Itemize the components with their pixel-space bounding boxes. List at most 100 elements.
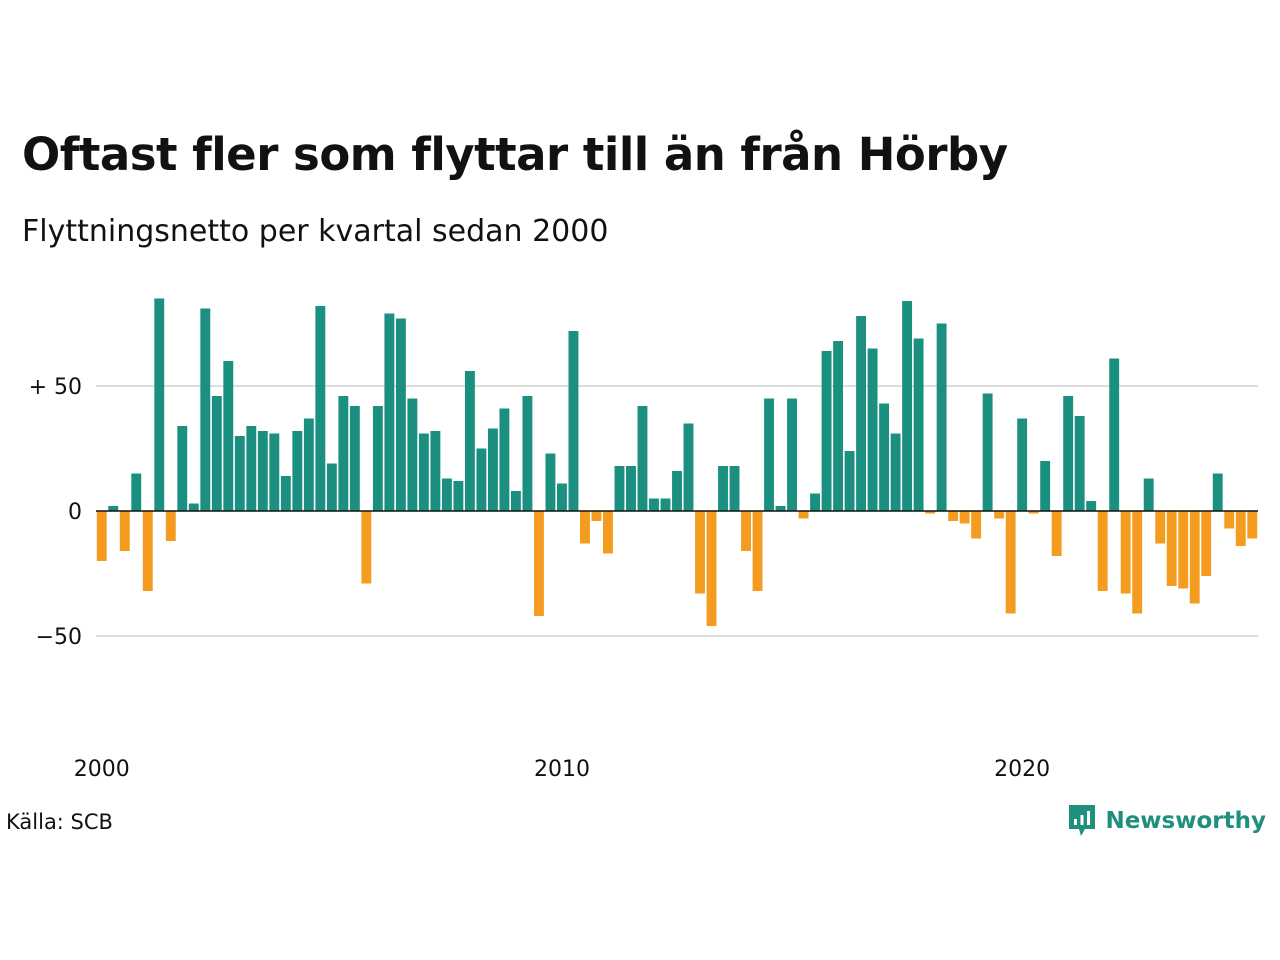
bar-2012-K4: [683, 423, 694, 511]
bar-2014-K3: [764, 398, 774, 511]
bar-2006-K1: [372, 406, 383, 511]
bar-2003-K2: [246, 426, 257, 511]
bar-2007-K1: [418, 433, 429, 511]
bar-2016-K2: [844, 451, 855, 511]
bar-2005-K1: [326, 463, 337, 511]
bar-chart: + 50 0 −50 2000 2010 2020: [29, 298, 1258, 782]
y-tick-label: 0: [68, 500, 82, 525]
bar-2020-K3: [1040, 461, 1051, 511]
bar-2004-K3: [303, 418, 314, 511]
bar-2002-K1: [188, 503, 199, 511]
bar-2022-K2: [1120, 511, 1131, 594]
bar-2022-K1: [1109, 358, 1120, 511]
bar-2000-K4: [131, 473, 142, 511]
gridlines: [96, 385, 1258, 637]
bar-2024-K2: [1212, 473, 1223, 511]
bar-2019-K3: [994, 511, 1005, 519]
bar-2024-K3: [1224, 511, 1235, 529]
bar-2017-K1: [879, 403, 890, 511]
brand-logo: Newsworthy: [1067, 803, 1266, 839]
bar-2003-K3: [257, 431, 268, 511]
bar-2014-K1: [741, 511, 751, 551]
bar-2012-K3: [672, 471, 682, 511]
bar-2004-K2: [292, 431, 303, 511]
bar-2007-K4: [453, 481, 464, 511]
bar-2011-K3: [626, 466, 636, 511]
bar-2001-K2: [154, 298, 165, 511]
bar-2018-K1: [925, 511, 936, 514]
bar-2017-K3: [902, 301, 913, 511]
axis-labels: + 50 0 −50 2000 2010 2020: [29, 375, 1258, 782]
bar-2000-K1: [96, 511, 107, 561]
bar-2004-K1: [280, 476, 291, 511]
bar-2009-K3: [533, 511, 544, 616]
bars: [96, 298, 1258, 626]
bar-2010-K1: [557, 483, 567, 511]
bar-2021-K4: [1097, 511, 1108, 591]
bar-2005-K2: [338, 396, 349, 511]
bar-2007-K2: [430, 431, 441, 511]
bar-2005-K4: [361, 511, 372, 584]
bar-2022-K4: [1143, 478, 1154, 511]
bar-2008-K3: [487, 428, 498, 511]
x-tick-label: 2000: [74, 757, 130, 782]
newsworthy-logo-icon: [1069, 805, 1096, 836]
bar-2021-K3: [1086, 501, 1097, 511]
y-tick-label: −50: [36, 625, 82, 650]
chart-title: Oftast fler som flyttar till än från Hör…: [22, 128, 1008, 181]
x-tick-label: 2010: [534, 757, 590, 782]
bar-2021-K2: [1074, 416, 1085, 511]
bar-2011-K1: [603, 511, 613, 554]
bar-2018-K4: [959, 511, 970, 524]
bar-2009-K4: [545, 453, 556, 511]
bar-2012-K2: [660, 498, 671, 511]
bar-2015-K3: [810, 493, 821, 511]
bar-2011-K2: [614, 466, 625, 511]
bar-2013-K3: [718, 466, 728, 511]
bar-2000-K2: [108, 506, 119, 511]
bar-2010-K3: [580, 511, 590, 544]
x-tick-label: 2020: [994, 757, 1050, 782]
bar-2023-K4: [1189, 511, 1200, 604]
bar-2009-K1: [510, 491, 521, 511]
bar-2002-K3: [211, 396, 222, 511]
bar-2008-K1: [464, 371, 475, 511]
bar-2013-K2: [706, 511, 717, 626]
bar-2022-K3: [1132, 511, 1143, 614]
bar-2001-K1: [142, 511, 153, 591]
bar-2000-K3: [119, 511, 130, 551]
bar-2008-K4: [499, 408, 510, 511]
bar-2018-K2: [936, 323, 947, 511]
bar-2003-K1: [234, 436, 245, 511]
bar-2001-K4: [177, 426, 188, 511]
bar-2014-K4: [775, 506, 786, 511]
chart-subtitle: Flyttningsnetto per kvartal sedan 2000: [22, 214, 609, 249]
bar-2008-K2: [476, 448, 487, 511]
bar-2023-K3: [1178, 511, 1189, 589]
bar-2001-K3: [165, 511, 176, 541]
bar-2012-K1: [649, 498, 659, 511]
bar-2016-K1: [833, 341, 844, 511]
bar-2017-K2: [890, 433, 901, 511]
bar-2023-K1: [1155, 511, 1166, 544]
bar-2005-K3: [349, 406, 360, 511]
bar-2024-K4: [1235, 511, 1246, 546]
bar-2006-K2: [384, 313, 395, 511]
bar-2007-K3: [441, 478, 452, 511]
bar-2019-K2: [982, 393, 993, 511]
bar-2016-K4: [867, 348, 878, 511]
bar-2010-K2: [568, 331, 579, 511]
bar-2003-K4: [269, 433, 280, 511]
bar-2014-K2: [752, 511, 763, 591]
bar-2015-K4: [821, 351, 832, 511]
bar-2015-K1: [787, 398, 797, 511]
bar-2004-K4: [315, 306, 326, 511]
bar-2006-K4: [407, 398, 418, 511]
bar-2010-K4: [591, 511, 602, 521]
bar-2013-K4: [729, 466, 740, 511]
bar-2020-K4: [1051, 511, 1062, 556]
bar-2006-K3: [395, 318, 406, 511]
bar-2018-K3: [948, 511, 959, 521]
bar-2002-K2: [200, 308, 211, 511]
brand-name: Newsworthy: [1105, 808, 1266, 834]
